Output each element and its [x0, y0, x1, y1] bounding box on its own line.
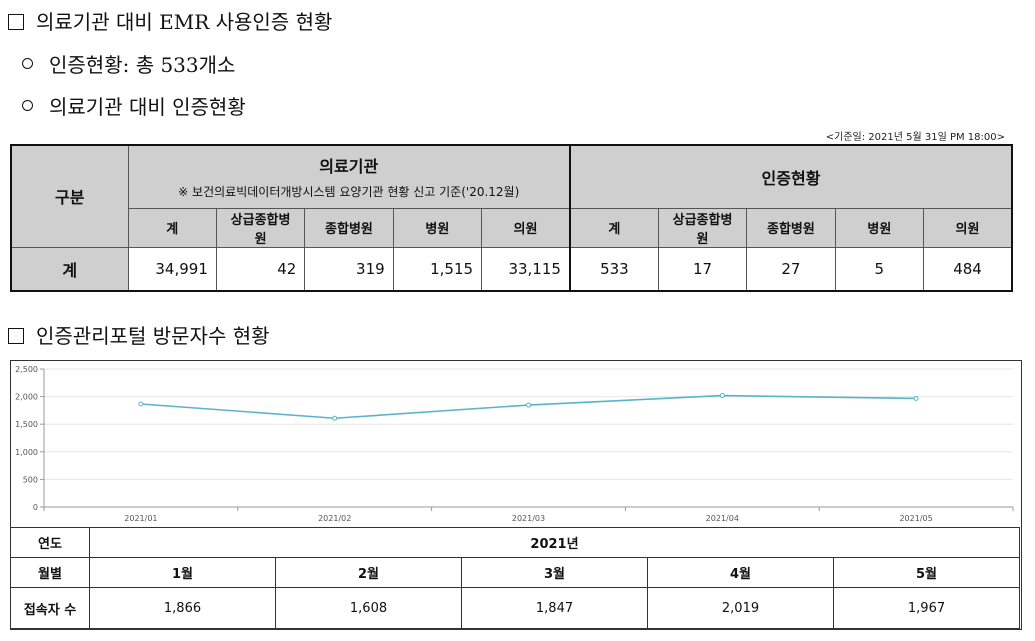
certified-value-tertiary: 17 [657, 246, 748, 292]
visitor-count-cell: 2,019 [647, 587, 834, 629]
y-tick-label: 2,000 [15, 393, 38, 402]
certified-value-clinic: 484 [923, 246, 1014, 292]
month-cell: 1월 [89, 557, 276, 588]
emr-section-title: 의료기관 대비 EMR 사용인증 현황 [36, 10, 333, 34]
institutions-col-hospital: 병원 [392, 207, 483, 248]
certified-col-tertiary: 상급종합병원 [657, 207, 748, 248]
month-cell: 2월 [275, 557, 462, 588]
institutions-col-total: 계 [127, 207, 217, 248]
institutions-value-total: 34,991 [127, 246, 217, 292]
visitor-count-cell: 1,608 [275, 587, 462, 629]
data-point [138, 401, 144, 407]
institutions-group-title: 의료기관 [319, 157, 379, 177]
visitor-count-cell: 1,967 [833, 587, 1020, 629]
institutions-col-clinic: 의원 [481, 207, 571, 248]
month-cell: 5월 [833, 557, 1020, 588]
visitor-line-chart: 0 500 1,000 1,500 2,000 2,500 2021/01 2021/02 20… [15, 365, 1014, 523]
x-tick-label: 2021/03 [512, 514, 545, 523]
y-tick-label: 1,000 [15, 448, 38, 457]
data-point [913, 395, 919, 401]
institutions-col-tertiary: 상급종합병원 [215, 207, 306, 248]
certification-table: 구분 의료기관 ※ 보건의료빅데이터개방시스템 요양기관 현황 신고 기준('2… [10, 144, 1014, 292]
certified-col-hospital: 병원 [834, 207, 925, 248]
cert-total-line: 인증현황: 총 533개소 [22, 49, 235, 78]
base-date: <기준일: 2021년 5월 31일 PM 18:00> [825, 132, 1005, 143]
circle-bullet-icon [22, 58, 33, 69]
visitor-table: 연도 2021년 월별 1월 2월 3월 4월 5월 접속자 수 1,866 1… [10, 527, 1020, 629]
circle-bullet-icon [22, 100, 33, 111]
certified-value-total: 533 [568, 246, 659, 292]
certified-group-header: 인증현황 [568, 144, 1014, 209]
checkbox-square-icon [8, 14, 24, 30]
x-tick-label: 2021/05 [899, 514, 932, 523]
x-tick-label: 2021/04 [706, 514, 739, 523]
portal-section-heading: 인증관리포털 방문자수 현황 [8, 320, 270, 349]
institutions-group-header: 의료기관 ※ 보건의료빅데이터개방시스템 요양기관 현황 신고 기준('20.1… [127, 144, 571, 209]
certified-col-clinic: 의원 [923, 207, 1014, 248]
data-point [719, 393, 725, 399]
certified-col-total: 계 [568, 207, 659, 248]
institutions-note: ※ 보건의료빅데이터개방시스템 요양기관 현황 신고 기준('20.12월) [178, 185, 520, 200]
y-tick-label: 1,500 [15, 420, 38, 429]
year-label: 연도 [10, 527, 90, 558]
certified-col-general: 종합병원 [746, 207, 836, 248]
cert-vs-institutions-text: 의료기관 대비 인증현황 [49, 95, 246, 119]
cert-total-text: 인증현황: 총 533개소 [49, 53, 236, 77]
y-tick-label: 2,500 [15, 365, 38, 374]
emr-section-heading: 의료기관 대비 EMR 사용인증 현황 [8, 6, 332, 35]
month-label: 월별 [10, 557, 90, 588]
institutions-col-general: 종합병원 [304, 207, 394, 248]
x-tick-label: 2021/01 [124, 514, 157, 523]
certified-value-general: 27 [746, 246, 836, 292]
institutions-value-clinic: 33,115 [481, 246, 571, 292]
visitor-count-cell: 1,866 [89, 587, 276, 629]
portal-section-title: 인증관리포털 방문자수 현황 [36, 324, 270, 348]
visitors-label: 접속자 수 [10, 587, 90, 629]
x-tick-label: 2021/02 [318, 514, 351, 523]
checkbox-square-icon [8, 328, 24, 344]
institutions-value-general: 319 [304, 246, 394, 292]
y-tick-label: 500 [23, 475, 38, 484]
month-cell: 4월 [647, 557, 834, 588]
data-point [332, 415, 338, 421]
data-point [526, 402, 531, 408]
month-cell: 3월 [461, 557, 648, 588]
y-tick-label: 0 [33, 503, 38, 512]
certified-value-hospital: 5 [834, 246, 925, 292]
row-header-cell: 구분 [10, 144, 129, 248]
visitor-count-cell: 1,847 [461, 587, 648, 629]
institutions-value-hospital: 1,515 [392, 246, 483, 292]
visitor-chart-frame: 0 500 1,000 1,500 2,000 2,500 2021/01 2021/02 20… [10, 360, 1022, 630]
institutions-value-tertiary: 42 [215, 246, 306, 292]
cert-vs-institutions-line: 의료기관 대비 인증현황 [22, 91, 246, 120]
year-value: 2021년 [89, 527, 1020, 558]
total-row-label: 계 [10, 246, 129, 292]
